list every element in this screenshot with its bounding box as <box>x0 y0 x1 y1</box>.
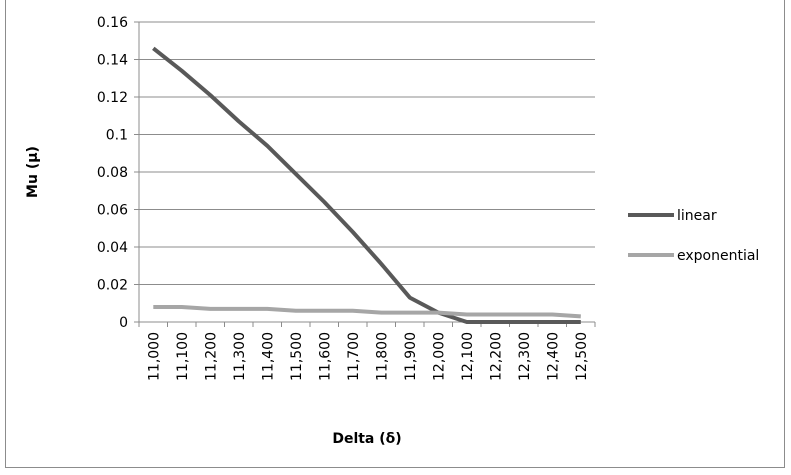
x-tick-label: 11,700 <box>346 332 362 381</box>
x-tick-label: 11,400 <box>260 332 276 381</box>
x-tick-label: 11,000 <box>146 332 162 381</box>
x-tick-label: 12,500 <box>574 332 590 381</box>
y-tick-label: 0.16 <box>97 15 128 31</box>
x-tick-label: 11,300 <box>232 332 248 381</box>
y-tick-label: 0.06 <box>97 203 128 219</box>
legend: linear exponential <box>628 208 759 264</box>
x-tick-label: 11,500 <box>289 332 305 381</box>
y-tick-labels: 0 0.02 0.04 0.06 0.08 0.1 0.12 0.14 0.16 <box>97 15 128 331</box>
series-line-exponential <box>153 305 581 319</box>
y-tick-label: 0.04 <box>97 240 128 256</box>
series-line-linear <box>152 46 581 324</box>
x-tick-label: 11,900 <box>403 332 419 381</box>
x-tick-label: 12,000 <box>431 332 447 381</box>
x-tick-label: 11,100 <box>175 332 191 381</box>
y-tick-label: 0.14 <box>97 53 128 69</box>
x-tick-labels: 11,000 11,100 11,200 11,300 11,400 11,500 11,6… <box>146 332 590 381</box>
x-tick-label: 12,200 <box>488 332 504 381</box>
line-chart: 00.020.040.060.080.10.120.140.16 11,000 1… <box>25 15 759 447</box>
chart-frame: 0 0.02 0.04 0.06 0.08 0.1 0.12 0.14 0.16 11,000 1… <box>5 0 785 468</box>
y-tick-label: 0.1 <box>106 128 128 144</box>
legend-label-exponential: exponential <box>677 248 759 264</box>
x-tick-label: 11,600 <box>317 332 333 381</box>
y-tick-label: 0.02 <box>97 278 128 294</box>
x-tick-label: 12,100 <box>460 332 476 381</box>
x-tick-label: 11,800 <box>374 332 390 381</box>
series-lines <box>152 46 581 324</box>
x-tick-label: 12,300 <box>517 332 533 381</box>
y-tick-label: 0.12 <box>97 90 128 106</box>
x-tick-label: 12,400 <box>545 332 561 381</box>
y-tick-label: 0 <box>119 315 128 331</box>
legend-label-linear: linear <box>677 208 717 224</box>
x-tick-label: 11,200 <box>203 332 219 381</box>
x-axis-title: Delta (δ) <box>332 431 401 447</box>
axes <box>138 22 596 327</box>
y-tick-label: 0.08 <box>97 165 128 181</box>
y-axis-title: Mu (μ) <box>25 146 41 198</box>
gridlines <box>134 21 595 323</box>
